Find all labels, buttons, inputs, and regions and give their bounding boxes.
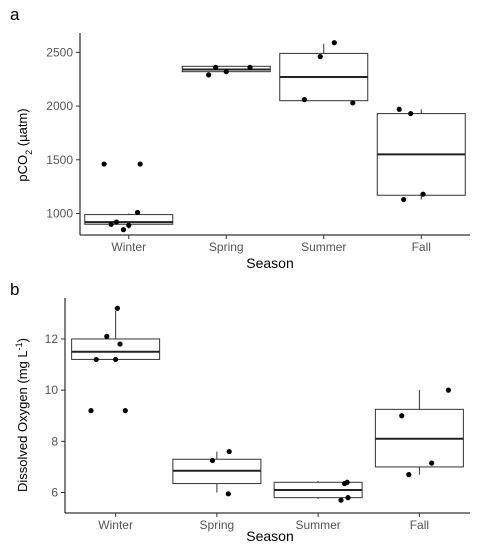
data-point xyxy=(134,209,141,216)
data-point xyxy=(247,64,253,70)
data-point xyxy=(104,333,110,339)
panel-letter: a xyxy=(10,5,20,24)
y-axis-title-subscript: 2 xyxy=(24,150,34,155)
y-tick-label: 6 xyxy=(51,486,58,500)
data-point xyxy=(101,161,107,167)
x-tick-label: Winter xyxy=(111,240,146,254)
x-tick-label: Summer xyxy=(301,240,346,254)
data-point xyxy=(137,161,143,167)
data-point xyxy=(429,460,435,466)
x-tick-label: Spring xyxy=(200,518,235,532)
data-point xyxy=(113,356,119,363)
data-point xyxy=(209,457,216,464)
data-point xyxy=(406,472,412,478)
data-point xyxy=(88,408,94,414)
y-tick-label: 1000 xyxy=(46,207,73,221)
plot-area: 6 8 10 12 Winter Spring Summer Fall xyxy=(45,298,470,532)
data-point xyxy=(345,495,351,501)
y-tick-label: 2000 xyxy=(46,99,73,113)
y-axis-title-main: pCO xyxy=(15,155,30,182)
data-point xyxy=(399,413,405,419)
data-point xyxy=(223,69,229,75)
data-point xyxy=(108,221,114,227)
y-tick-label: 8 xyxy=(51,434,58,448)
data-point xyxy=(420,191,426,197)
pco2-boxplot: a pCO2 (µatm) Season 1000 1500 2000 2500 Win… xyxy=(10,5,470,271)
data-point xyxy=(331,40,337,46)
data-point xyxy=(126,222,132,228)
plot-area: 1000 1500 2000 2500 Winter Spring Summer Fall xyxy=(46,33,470,254)
y-tick-label: 1500 xyxy=(46,153,73,167)
data-point xyxy=(344,479,350,485)
panel-b: b Dissolved Oxygen (mg L-1) Season 6 8 10 1… xyxy=(0,275,477,550)
x-tick-label: Fall xyxy=(412,240,431,254)
y-tick-label: 12 xyxy=(45,332,59,346)
x-axis-title: Season xyxy=(246,528,293,544)
x-tick-label: Fall xyxy=(410,518,429,532)
x-axis-title: Season xyxy=(246,255,293,271)
data-point xyxy=(396,106,402,112)
x-tick-label: Spring xyxy=(209,240,244,254)
y-axis-title-main: Dissolved Oxygen (mg L xyxy=(15,350,30,492)
y-tick-label: 2500 xyxy=(46,45,73,59)
data-point xyxy=(122,408,128,414)
box-winter xyxy=(71,338,161,360)
data-point xyxy=(408,110,414,117)
data-point xyxy=(93,356,99,363)
data-point xyxy=(113,219,120,225)
y-axis-title-end: ) xyxy=(15,338,30,342)
y-axis-title-superscript: -1 xyxy=(14,342,24,350)
data-point xyxy=(445,387,452,393)
data-point xyxy=(301,97,307,103)
data-point xyxy=(206,72,212,78)
y-tick-label: 10 xyxy=(45,383,59,397)
dissolved-oxygen-boxplot: b Dissolved Oxygen (mg L-1) Season 6 8 10 1… xyxy=(10,280,470,544)
y-axis-title-unit: (µatm) xyxy=(15,108,30,149)
y-axis-title: Dissolved Oxygen (mg L-1) xyxy=(14,338,30,492)
x-tick-label: Winter xyxy=(98,518,133,532)
panel-a: a pCO2 (µatm) Season 1000 1500 2000 2500 Win… xyxy=(10,5,470,271)
data-point xyxy=(317,54,323,60)
data-point xyxy=(117,341,123,347)
data-point xyxy=(120,227,127,233)
data-point xyxy=(114,305,120,311)
data-point xyxy=(401,196,407,203)
data-point xyxy=(338,497,344,503)
y-axis-title: pCO2 (µatm) xyxy=(15,108,34,181)
x-tick-label: Summer xyxy=(295,518,340,532)
data-point xyxy=(213,64,219,70)
data-point xyxy=(350,100,356,106)
data-point xyxy=(226,448,232,455)
panel-letter: b xyxy=(10,280,19,299)
data-point xyxy=(225,491,231,497)
